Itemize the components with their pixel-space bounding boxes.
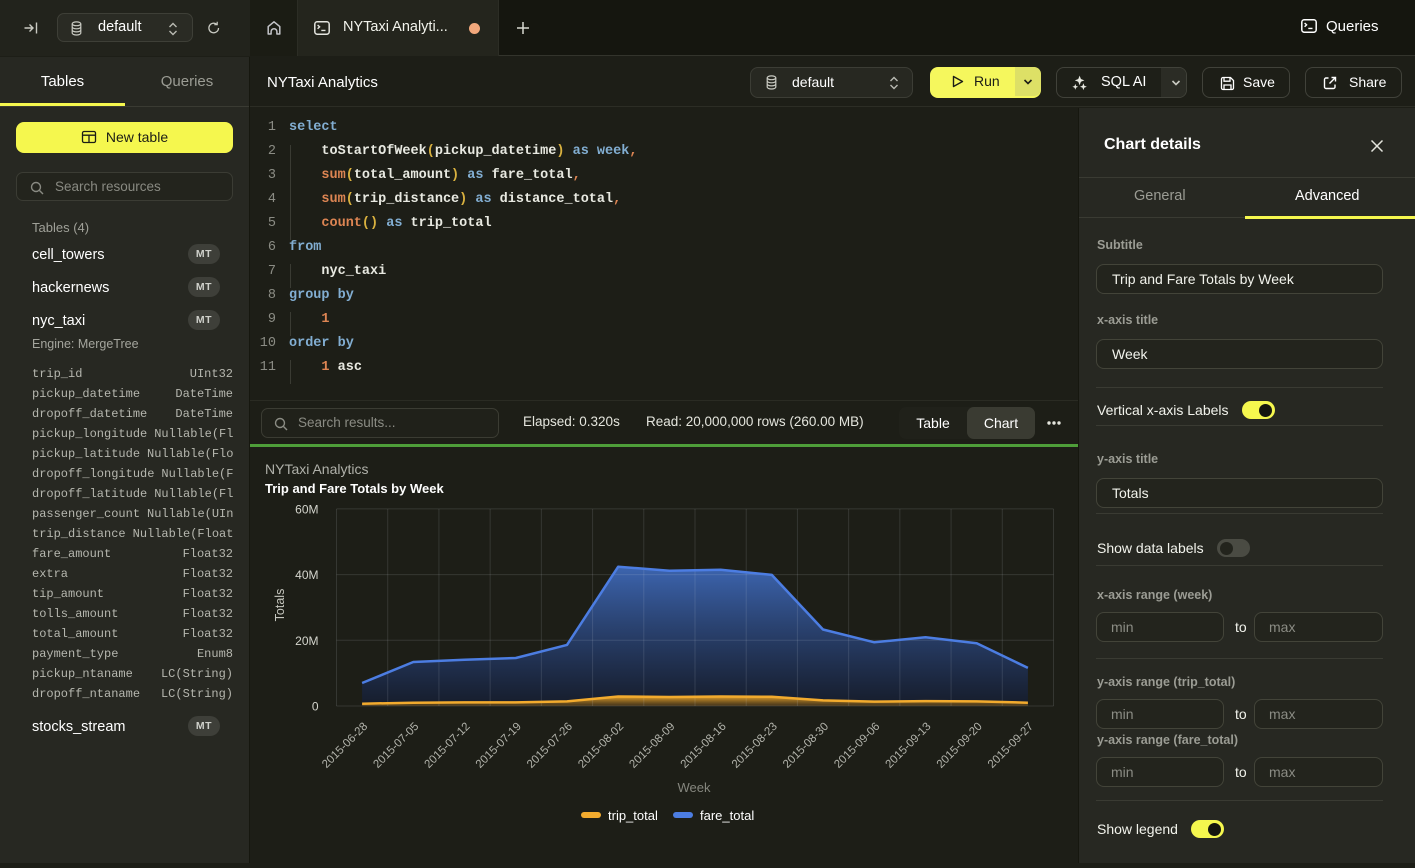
svg-text:NYTaxi Analytics: NYTaxi Analytics	[265, 461, 368, 477]
svg-text:2015-09-20: 2015-09-20	[935, 721, 985, 771]
svg-text:2015-09-27: 2015-09-27	[986, 721, 1036, 771]
svg-text:fare_total: fare_total	[700, 808, 754, 823]
svg-text:Week: Week	[678, 780, 711, 795]
svg-text:2015-07-26: 2015-07-26	[525, 721, 575, 771]
svg-text:20M: 20M	[295, 634, 318, 648]
svg-text:2015-08-30: 2015-08-30	[781, 721, 831, 771]
svg-text:0: 0	[312, 700, 319, 714]
svg-text:2015-08-16: 2015-08-16	[679, 721, 729, 771]
svg-text:Trip and Fare Totals by Week: Trip and Fare Totals by Week	[265, 481, 444, 496]
svg-text:2015-09-06: 2015-09-06	[832, 721, 882, 771]
svg-text:2015-08-09: 2015-08-09	[627, 721, 677, 771]
svg-text:60M: 60M	[295, 502, 318, 516]
svg-text:2015-06-28: 2015-06-28	[320, 721, 370, 771]
svg-text:2015-08-23: 2015-08-23	[730, 721, 780, 771]
svg-text:40M: 40M	[295, 568, 318, 582]
svg-text:Totals: Totals	[273, 589, 287, 622]
svg-text:2015-07-12: 2015-07-12	[423, 721, 473, 771]
svg-text:2015-08-02: 2015-08-02	[576, 721, 626, 771]
svg-text:trip_total: trip_total	[608, 808, 658, 823]
svg-text:2015-07-05: 2015-07-05	[371, 721, 421, 771]
svg-text:2015-09-13: 2015-09-13	[884, 721, 934, 771]
svg-text:2015-07-19: 2015-07-19	[474, 721, 524, 771]
